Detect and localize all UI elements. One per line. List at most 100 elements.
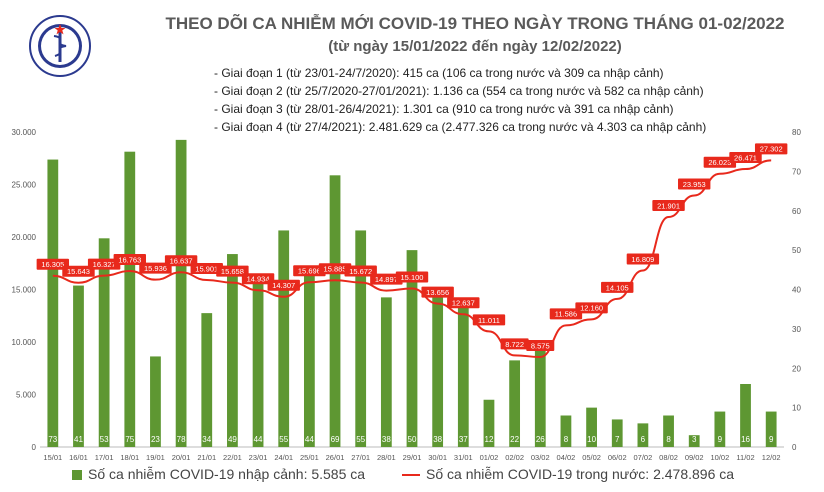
bar-17/01 — [98, 238, 110, 447]
right-axis-tick-label: 0 — [792, 443, 797, 452]
legend-line: Số ca nhiễm COVID-19 trong nước: 2.478.8… — [402, 466, 734, 482]
line-point-label: 16.637 — [170, 257, 193, 266]
line-point-label: 15.885 — [324, 265, 347, 274]
line-point-label: 16.763 — [118, 255, 141, 264]
line-point-label-bg — [241, 273, 275, 285]
bar-29/01 — [406, 250, 418, 447]
line-point-label-bg — [549, 308, 583, 320]
bar-label: 9 — [769, 435, 774, 444]
right-axis-tick-label: 80 — [792, 128, 801, 137]
line-point-label-bg — [139, 262, 172, 274]
bar-label: 55 — [356, 435, 365, 444]
line-point-label: 15.696 — [298, 267, 321, 276]
bar-27/01 — [355, 230, 367, 447]
x-tick-label: 24/01 — [274, 453, 293, 462]
line-point-label: 12.637 — [452, 299, 475, 308]
left-axis-tick-label: 25.000 — [12, 181, 37, 190]
line-point-label-bg — [703, 156, 737, 168]
legend-bars: Số ca nhiễm COVID-19 nhập cảnh: 5.585 ca — [72, 466, 365, 482]
line-point-label-bg — [754, 143, 788, 155]
bar-03/02 — [534, 344, 546, 447]
left-axis-tick-label: 30.000 — [12, 128, 37, 137]
bar-01/02 — [483, 399, 495, 447]
line-point-label-bg — [729, 152, 762, 164]
x-tick-label: 22/01 — [223, 453, 242, 462]
bar-02/02 — [509, 360, 521, 447]
bar-label: 8 — [564, 435, 569, 444]
bar-label: 49 — [228, 435, 237, 444]
right-axis-tick-label: 50 — [792, 246, 801, 255]
bar-16/01 — [73, 285, 84, 447]
line-point-label: 21.901 — [657, 201, 680, 210]
bar-label: 9 — [718, 435, 723, 444]
line-point-label-bg — [421, 286, 454, 298]
line-point-label: 15.936 — [144, 264, 167, 273]
x-tick-label: 15/01 — [43, 453, 62, 462]
bar-30/01 — [432, 297, 444, 447]
bar-21/01 — [201, 313, 213, 447]
line-point-label-bg — [370, 273, 403, 285]
line-point-label: 8.722 — [505, 340, 524, 349]
line-point-label: 23.953 — [683, 180, 706, 189]
legend-bar-swatch — [72, 470, 82, 481]
x-tick-label: 01/02 — [480, 453, 499, 462]
right-axis-tick-label: 10 — [792, 404, 801, 413]
bar-label: 78 — [177, 435, 186, 444]
bar-label: 8 — [666, 435, 671, 444]
line-point-label: 11.586 — [555, 310, 577, 319]
bar-label: 50 — [408, 435, 417, 444]
bar-label: 7 — [615, 435, 620, 444]
x-tick-label: 21/01 — [197, 453, 216, 462]
line-point-label-bg — [293, 265, 326, 277]
phase-notes: - Giai đoạn 1 (từ 23/01-24/7/2020): 415 … — [214, 64, 706, 136]
x-tick-label: 03/02 — [531, 453, 550, 462]
bar-15/01 — [47, 159, 59, 447]
line-point-label-bg — [526, 339, 555, 351]
bar-label: 10 — [587, 435, 596, 444]
x-tick-label: 19/01 — [146, 453, 165, 462]
bar-10/02 — [714, 411, 726, 447]
right-axis-tick-label: 40 — [792, 286, 801, 295]
bar-09/02 — [688, 435, 700, 447]
bar-20/01 — [175, 139, 187, 447]
phase-note-1: - Giai đoạn 1 (từ 23/01-24/7/2020): 415 … — [214, 66, 664, 80]
bar-18/01 — [124, 151, 136, 447]
x-tick-label: 12/02 — [762, 453, 781, 462]
line-point-label: 15.658 — [221, 267, 244, 276]
line-point-label-bg — [62, 265, 95, 277]
bar-label: 26 — [536, 435, 545, 444]
line-point-label: 15.672 — [349, 267, 372, 276]
x-tick-label: 09/02 — [685, 453, 704, 462]
bar-label: 75 — [125, 435, 134, 444]
line-point-label: 26.471 — [734, 153, 757, 162]
line-point-label: 16.809 — [631, 255, 654, 264]
line-point-label: 27.302 — [760, 145, 783, 154]
bar-11/02 — [740, 384, 751, 447]
line-point-label-bg — [113, 253, 146, 265]
bar-28/01 — [380, 297, 392, 447]
line-point-label-bg — [601, 281, 634, 293]
left-axis-tick-label: 15.000 — [12, 286, 37, 295]
legend-line-label: Số ca nhiễm COVID-19 trong nước: 2.478.8… — [426, 466, 735, 482]
line-point-label-bg — [395, 271, 429, 283]
phase-note-2: - Giai đoạn 2 (từ 25/7/2020-27/01/2021):… — [214, 84, 704, 98]
line-point-label: 11.011 — [478, 316, 500, 325]
line-point-label-bg — [36, 258, 70, 270]
line-point-label: 26.023 — [708, 158, 731, 167]
left-axis-tick-label: 10.000 — [12, 338, 37, 347]
x-tick-label: 18/01 — [120, 453, 139, 462]
bar-label: 22 — [510, 435, 519, 444]
bar-19/01 — [150, 356, 161, 447]
x-tick-label: 25/01 — [300, 453, 319, 462]
line-point-label-bg — [626, 253, 660, 265]
phase-note-4: - Giai đoạn 4 (từ 27/4/2021): 2.481.629 … — [214, 120, 707, 134]
bar-label: 69 — [331, 435, 340, 444]
line-point-label-bg — [500, 338, 529, 350]
line-point-label-bg — [447, 297, 480, 309]
bar-06/02 — [611, 419, 623, 447]
line-point-label: 15.100 — [401, 273, 424, 282]
bar-08/02 — [663, 415, 674, 447]
x-tick-label: 04/02 — [557, 453, 576, 462]
bar-label: 55 — [279, 435, 288, 444]
